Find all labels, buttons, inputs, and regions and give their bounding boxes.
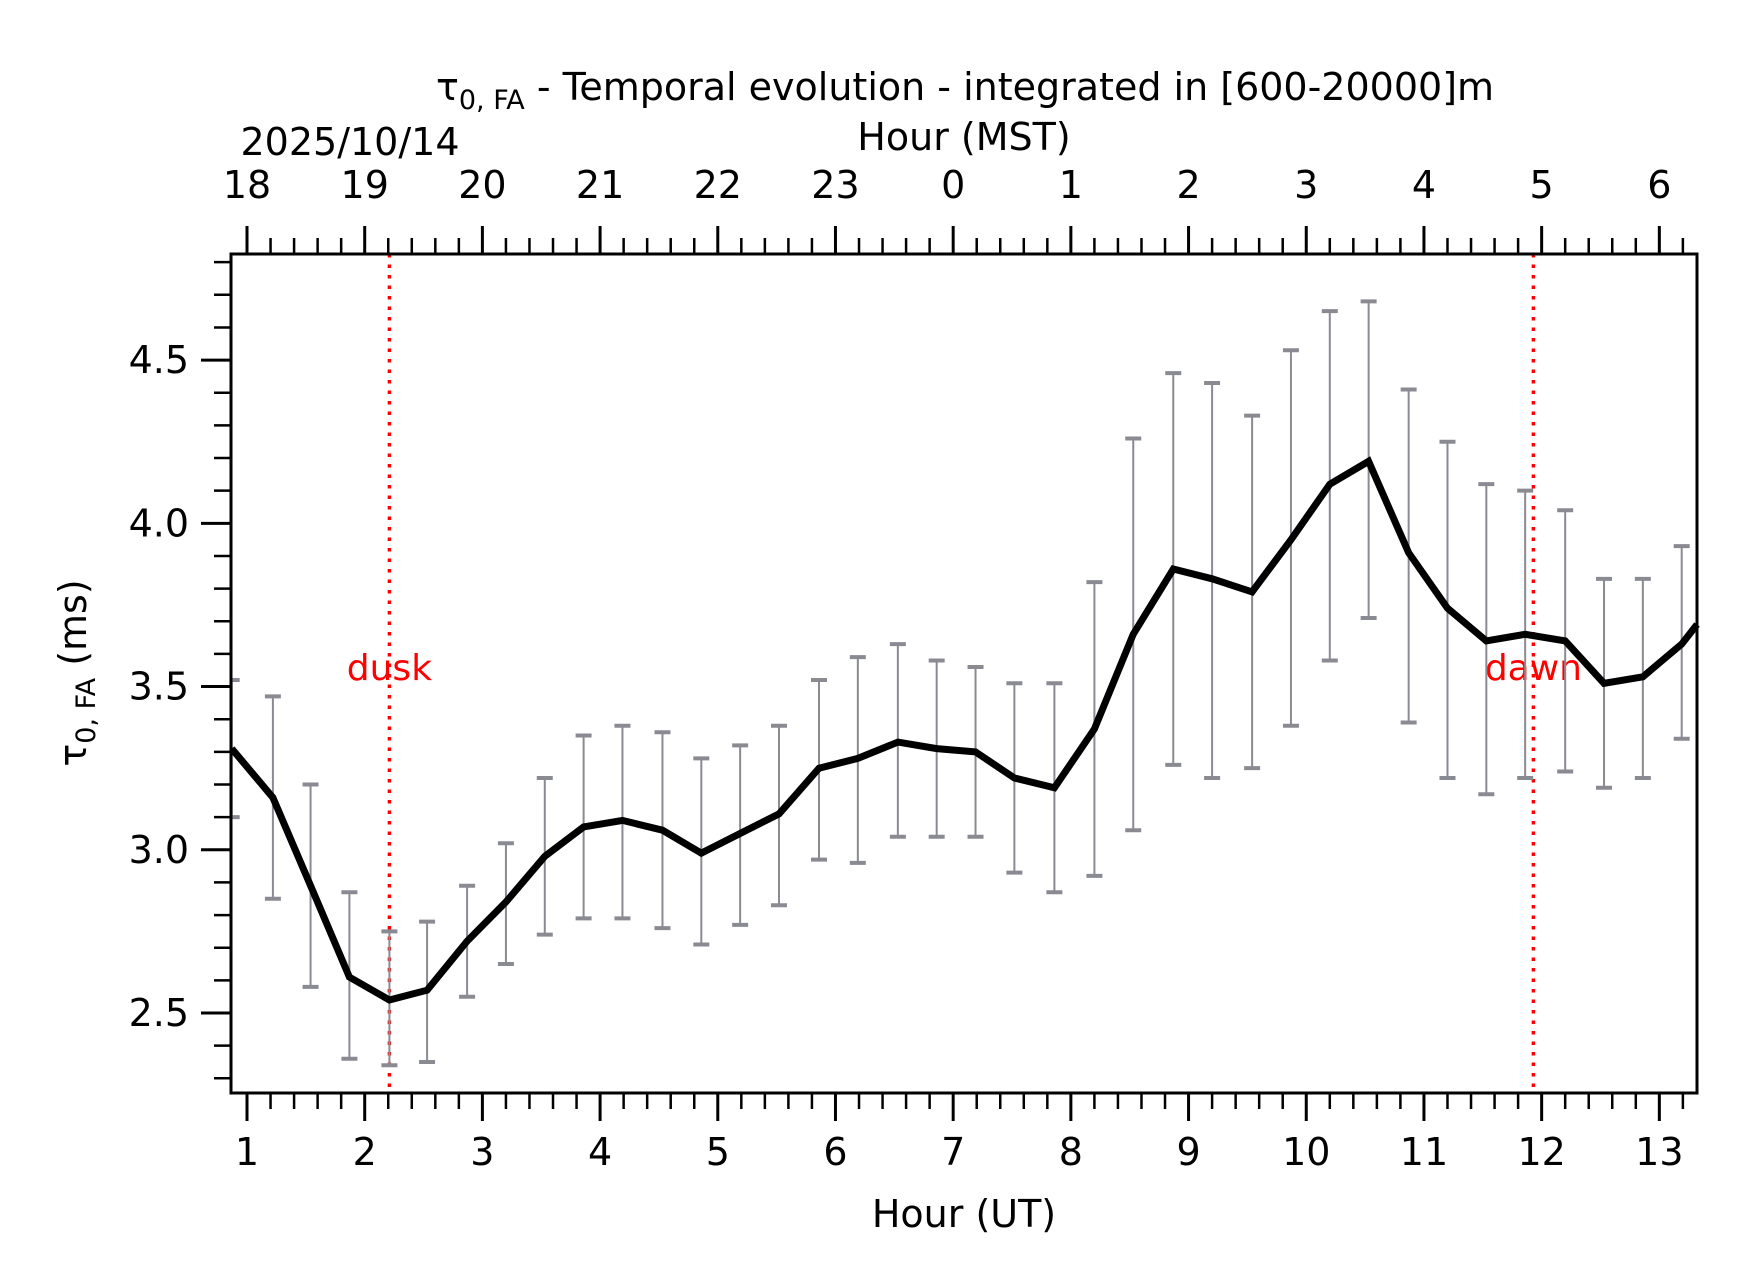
x-tick-label: 2 (353, 1130, 377, 1174)
y-axis-label-symbol: τ (51, 744, 95, 767)
x-top-tick-label: 4 (1412, 163, 1436, 207)
x-top-tick-label: 5 (1530, 163, 1554, 207)
x-top-tick-label: 3 (1294, 163, 1318, 207)
x-tick-label: 12 (1517, 1130, 1565, 1174)
x-axis-label: Hour (UT) (872, 1192, 1056, 1236)
x-tick-label: 10 (1282, 1130, 1330, 1174)
axis-ticks (201, 226, 1685, 1121)
x-tick-label: 3 (470, 1130, 494, 1174)
x-top-tick-label: 0 (941, 163, 965, 207)
y-tick-label: 3.5 (129, 665, 189, 709)
x-top-tick-label: 19 (341, 163, 389, 207)
x-tick-label: 6 (823, 1130, 847, 1174)
x-tick-label: 13 (1635, 1130, 1683, 1174)
y-axis-label-text: (ms) (51, 579, 95, 678)
date-label: 2025/10/14 (240, 120, 459, 164)
chart-title-subscript: 0, FA (459, 85, 525, 116)
annotations: dusk dawn (347, 254, 1582, 1093)
y-axis-label-subscript: 0, FA (71, 677, 102, 743)
y-tick-label: 3.0 (129, 828, 189, 872)
x-tick-label: 8 (1059, 1130, 1083, 1174)
chart-title-symbol: τ (436, 65, 459, 109)
chart-title-text: - Temporal evolution - integrated in [60… (525, 65, 1494, 109)
series-line-tau0_FA (229, 456, 1700, 1004)
dawn-label: dawn (1485, 648, 1582, 689)
x-top-tick-label: 1 (1059, 163, 1083, 207)
x-tick-label: 9 (1176, 1130, 1200, 1174)
x-top-tick-label: 2 (1176, 163, 1200, 207)
x-tick-label: 1 (235, 1130, 259, 1174)
x-top-tick-label: 22 (694, 163, 742, 207)
x-top-tick-label: 6 (1647, 163, 1671, 207)
y-tick-label: 2.5 (129, 991, 189, 1035)
x-tick-label: 11 (1400, 1130, 1448, 1174)
error-bars (230, 299, 1690, 1068)
x-tick-label: 7 (941, 1130, 965, 1174)
plot-frame (229, 252, 1699, 1095)
y-tick-label: 4.0 (129, 501, 189, 545)
y-tick-label: 4.5 (129, 338, 189, 382)
x-tick-label: 5 (706, 1130, 730, 1174)
top-axis-label: Hour (MST) (857, 115, 1070, 159)
axis-tick-labels: 1182193204215226237081921031141251362.53… (129, 163, 1684, 1174)
x-top-tick-label: 23 (811, 163, 859, 207)
dusk-label: dusk (347, 648, 432, 689)
x-top-tick-label: 21 (576, 163, 624, 207)
x-top-tick-label: 20 (458, 163, 506, 207)
x-top-tick-label: 18 (223, 163, 271, 207)
chart-title: τ0, FA - Temporal evolution - integrated… (436, 65, 1494, 116)
x-tick-label: 4 (588, 1130, 612, 1174)
y-axis-label: τ0, FA (ms) (51, 579, 102, 766)
series-lines (229, 456, 1700, 1004)
